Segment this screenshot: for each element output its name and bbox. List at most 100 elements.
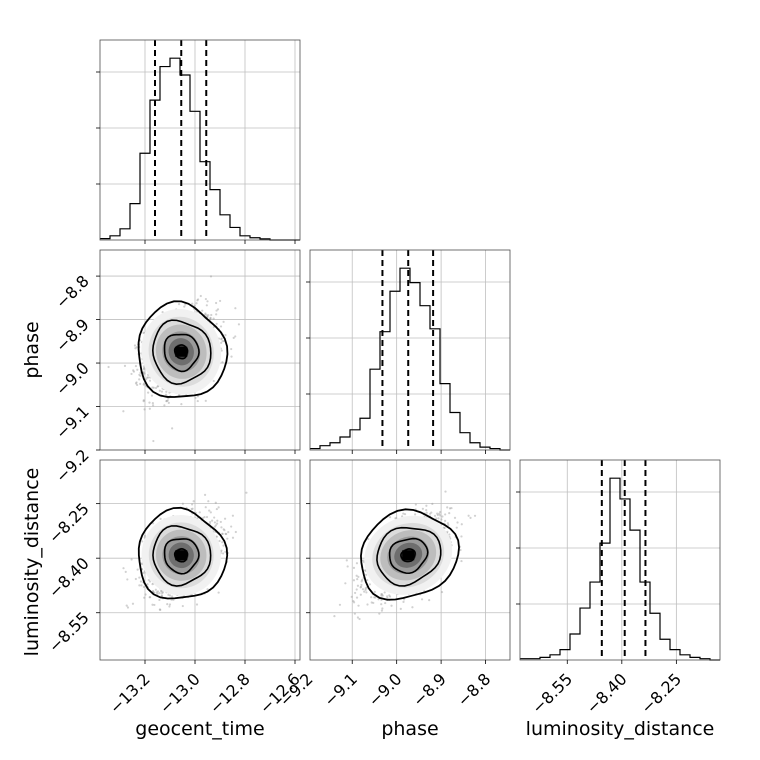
scatter-point [148, 401, 151, 404]
scatter-point [193, 304, 196, 307]
scatter-point [221, 532, 224, 535]
scatter-point [158, 598, 161, 602]
scatter-point [215, 322, 218, 325]
scatter-point [456, 521, 459, 524]
scatter-point [473, 514, 477, 517]
scatter-point [158, 608, 161, 611]
scatter-point [136, 568, 139, 571]
scatter-point [355, 588, 358, 591]
scatter-point [220, 337, 223, 340]
scatter-point [338, 603, 342, 606]
histogram-bin [650, 613, 660, 660]
scatter-point [126, 606, 130, 609]
scatter-point [149, 596, 152, 599]
y-tick-label: −8.25 [45, 499, 93, 547]
scatter-point [226, 537, 229, 540]
scatter-point [356, 578, 359, 581]
scatter-point [388, 516, 392, 519]
scatter-point [425, 504, 428, 507]
scatter-point [192, 500, 195, 503]
scatter-point [171, 595, 174, 598]
scatter-point [134, 347, 137, 350]
scatter-point [444, 490, 447, 493]
scatter-point [147, 376, 150, 379]
scatter-point [414, 513, 417, 516]
scatter-point [143, 596, 146, 599]
scatter-point [360, 583, 363, 587]
histogram-bin [330, 443, 340, 450]
scatter-point [355, 596, 359, 599]
scatter-point [356, 584, 360, 587]
scatter-point [143, 372, 146, 375]
scatter-point [148, 407, 151, 410]
scatter-point [360, 580, 363, 583]
scatter-point [184, 303, 187, 306]
scatter-point [425, 509, 428, 512]
scatter-point [399, 607, 402, 610]
scatter-point [353, 612, 356, 615]
scatter-point [232, 336, 235, 339]
contour-line [137, 506, 229, 600]
scatter-point [373, 590, 376, 593]
axes-frame [99, 459, 301, 661]
scatter-point [411, 606, 414, 609]
luminosity_distance-histogram [516, 459, 721, 664]
scatter-point [177, 303, 181, 306]
scatter-point [167, 401, 170, 404]
scatter-point [210, 519, 214, 522]
histogram-bin [340, 437, 350, 450]
scatter-point [380, 593, 384, 596]
scatter-point [132, 369, 135, 372]
scatter-point [448, 507, 452, 510]
scatter-point [151, 583, 154, 586]
scatter-point [151, 402, 154, 405]
histogram-step-line [100, 57, 300, 241]
scatter-point [402, 600, 405, 603]
histogram-bin [210, 190, 220, 240]
scatter-point [131, 602, 135, 605]
scatter-point [159, 608, 162, 612]
scatter-point [164, 393, 168, 396]
scatter-point [218, 539, 221, 543]
histogram-bin [420, 306, 430, 450]
histogram-bin [460, 433, 470, 450]
scatter-point [234, 335, 237, 338]
scatter-point [152, 386, 155, 389]
scatter-point [448, 533, 451, 536]
scatter-point [160, 594, 163, 597]
scatter-point [166, 399, 169, 402]
scatter-point [135, 346, 138, 349]
scatter-point [147, 391, 150, 394]
histogram-bin [590, 582, 600, 660]
scatter-point [166, 603, 169, 606]
x-tick-label: −8.40 [583, 669, 631, 717]
histogram-bin [130, 204, 140, 240]
y-tick-label: −9.2 [52, 445, 93, 486]
histogram-bin [360, 418, 370, 450]
scatter-point [123, 364, 127, 367]
scatter-point [154, 588, 157, 591]
scatter-point [148, 580, 152, 583]
scatter-point [204, 312, 207, 315]
scatter-point [132, 370, 136, 373]
scatter-point [221, 340, 224, 343]
contour-line [163, 333, 200, 373]
x-tick-label: −13.2 [106, 669, 154, 717]
x-axis-label: phase [381, 718, 438, 740]
x-tick-label: −9.0 [365, 669, 406, 710]
scatter-point [377, 598, 380, 601]
x-tick-label: −8.8 [453, 669, 494, 710]
y-axis-label: phase [21, 321, 43, 378]
scatter-point [355, 574, 358, 577]
luminosity_distance-vs-geocent_time [96, 459, 301, 664]
scatter-point [209, 520, 212, 524]
scatter-point [364, 588, 367, 591]
scatter-point [359, 593, 362, 596]
y-tick-label: −8.55 [45, 608, 93, 656]
scatter-point [222, 320, 225, 323]
scatter-point [195, 302, 198, 305]
scatter-point [357, 575, 360, 578]
x-tick-label: −8.55 [528, 669, 576, 717]
histogram-bin [120, 229, 130, 240]
scatter-point [453, 516, 457, 519]
